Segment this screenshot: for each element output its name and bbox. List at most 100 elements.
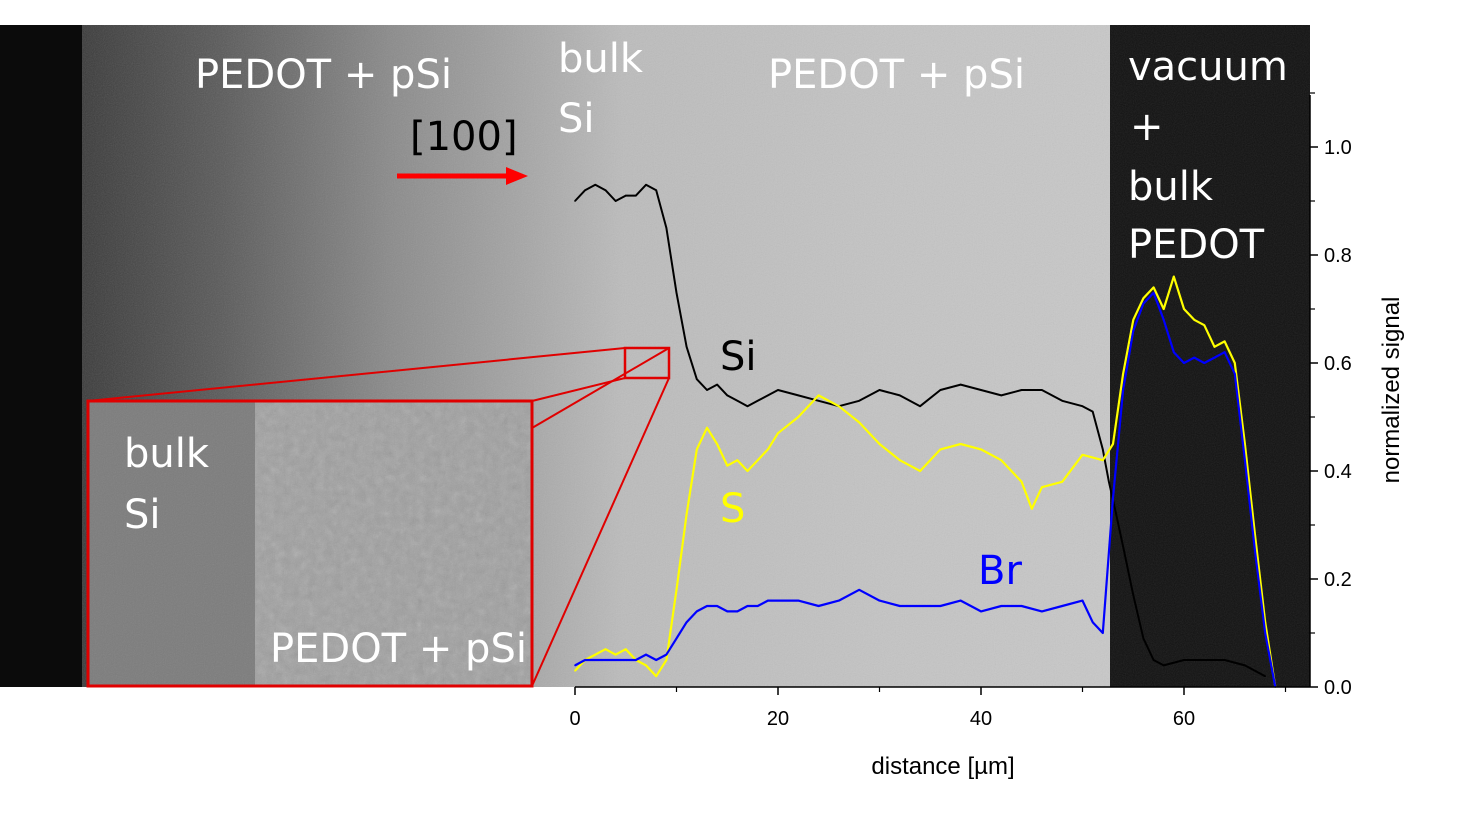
data-point-s xyxy=(736,459,739,462)
data-point-s xyxy=(1162,308,1165,310)
x-tick-label: 20 xyxy=(767,708,789,730)
data-point-br xyxy=(594,659,597,661)
label-vacuum-line1: vacuum xyxy=(1128,44,1288,90)
data-point-s xyxy=(665,659,668,661)
data-point-br xyxy=(1142,302,1145,305)
label-bulk-si-line2: Si xyxy=(558,96,595,142)
data-point-si xyxy=(1108,481,1110,483)
data-point-br xyxy=(635,659,637,661)
data-point-br xyxy=(665,653,668,656)
data-point-si xyxy=(1142,637,1145,640)
data-point-s xyxy=(1041,486,1043,489)
series-label-s: S xyxy=(720,486,745,532)
data-point-br xyxy=(1000,605,1003,607)
data-point-br xyxy=(980,610,982,613)
data-point-si xyxy=(645,184,647,186)
data-point-s xyxy=(1254,535,1256,537)
data-point-br xyxy=(878,599,881,602)
data-point-si xyxy=(939,389,942,391)
data-point-br xyxy=(1041,610,1043,613)
data-point-br xyxy=(645,653,647,656)
data-point-br xyxy=(817,605,820,607)
data-point-si xyxy=(767,394,769,397)
label-vacuum-line4: PEDOT xyxy=(1128,222,1265,268)
data-point-si xyxy=(1081,405,1084,408)
data-point-br xyxy=(899,605,901,607)
data-point-br xyxy=(959,599,962,602)
data-point-br xyxy=(1061,605,1063,607)
data-point-si xyxy=(574,200,576,202)
data-point-s xyxy=(1234,362,1236,364)
data-point-si xyxy=(1114,508,1116,510)
data-point-si xyxy=(655,189,657,191)
data-point-s xyxy=(1122,373,1124,375)
data-point-s xyxy=(838,405,840,408)
data-point-s xyxy=(675,589,678,591)
data-point-br xyxy=(655,659,657,661)
data-point-si xyxy=(1061,400,1063,402)
data-point-s xyxy=(594,653,597,656)
data-point-br xyxy=(746,605,749,607)
data-point-si xyxy=(726,394,729,397)
data-point-br xyxy=(939,605,942,607)
data-point-s xyxy=(1203,324,1206,327)
data-point-si xyxy=(604,189,607,191)
data-point-br xyxy=(919,605,921,607)
data-point-si xyxy=(614,200,617,202)
label-left-pedot: PEDOT + pSi xyxy=(195,52,452,98)
data-point-si xyxy=(980,389,982,391)
data-point-br xyxy=(1112,497,1114,499)
data-point-s xyxy=(655,675,657,677)
data-point-s xyxy=(1020,481,1023,483)
data-point-s xyxy=(1112,443,1114,445)
data-point-br xyxy=(574,664,576,667)
data-point-s xyxy=(1193,319,1195,321)
data-point-si xyxy=(736,400,739,402)
data-point-s xyxy=(1102,459,1104,462)
data-point-si xyxy=(1223,659,1226,661)
data-point-si xyxy=(635,194,637,197)
data-point-s xyxy=(645,664,647,667)
direction-arrow-icon xyxy=(397,167,528,185)
y-tick-label: 0.6 xyxy=(1324,353,1352,375)
y-tick-label: 0.2 xyxy=(1324,569,1352,591)
data-point-br xyxy=(1081,599,1084,602)
data-point-si xyxy=(1264,675,1266,677)
data-point-br xyxy=(675,637,678,640)
y-tick-label: 1.0 xyxy=(1324,137,1352,159)
data-point-br xyxy=(726,610,729,613)
y-tick-label: 0.0 xyxy=(1324,677,1352,699)
data-point-s xyxy=(1152,286,1155,289)
data-point-br xyxy=(685,621,688,623)
data-point-br xyxy=(1183,362,1185,364)
data-point-s xyxy=(817,394,820,397)
data-point-s xyxy=(959,443,962,445)
data-point-br xyxy=(706,605,708,607)
data-point-br xyxy=(858,589,860,591)
series-label-br: Br xyxy=(978,548,1022,594)
data-point-s xyxy=(939,448,942,451)
data-point-br xyxy=(1193,356,1195,359)
data-point-br xyxy=(1223,351,1226,354)
y-axis-title: normalized signal xyxy=(1378,297,1405,484)
data-point-s xyxy=(777,432,779,435)
data-point-si xyxy=(817,400,820,402)
data-point-s xyxy=(1081,454,1084,456)
y-tick-label: 0.8 xyxy=(1324,245,1352,267)
data-point-s xyxy=(726,464,729,467)
data-point-si xyxy=(919,405,921,408)
data-point-si xyxy=(594,184,597,186)
data-point-s xyxy=(696,448,698,451)
x-tick-label: 40 xyxy=(970,708,992,730)
data-point-si xyxy=(1152,659,1155,661)
data-point-s xyxy=(625,648,627,650)
data-point-s xyxy=(878,443,881,445)
data-point-si xyxy=(746,405,749,408)
data-point-s xyxy=(980,448,982,451)
data-point-br xyxy=(604,659,607,661)
data-point-s xyxy=(1183,308,1185,310)
data-point-si xyxy=(706,389,708,391)
data-point-s xyxy=(574,670,576,672)
data-point-s xyxy=(1223,340,1226,343)
